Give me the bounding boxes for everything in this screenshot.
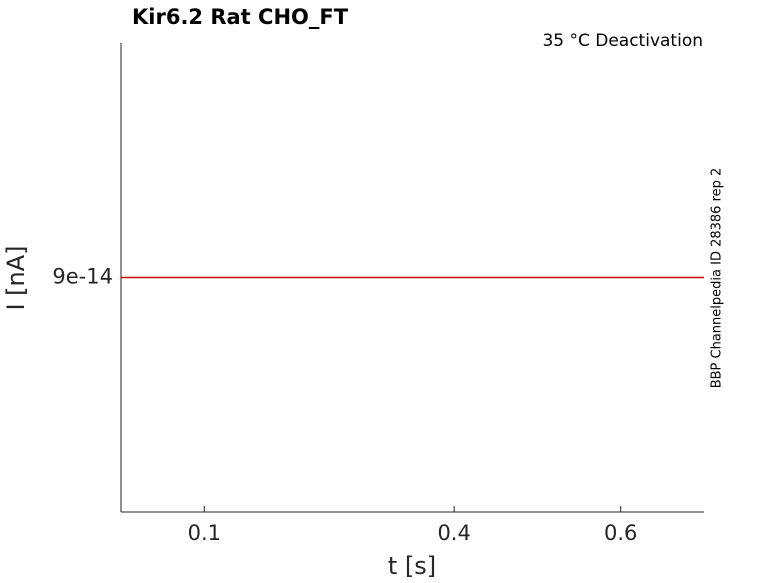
- side-note: BBP Channelpedia ID 28386 rep 2: [710, 168, 725, 389]
- x-tick-label: 0.6: [604, 521, 637, 545]
- chart-title: Kir6.2 Rat CHO_FT: [132, 5, 349, 29]
- x-axis-label: t [s]: [388, 552, 436, 580]
- x-tick-label: 0.4: [437, 521, 470, 545]
- y-tick-label: 9e-14: [52, 265, 113, 289]
- chart-subtitle: 35 °C Deactivation: [542, 31, 703, 51]
- y-axis-label: I [nA]: [2, 245, 30, 310]
- x-tick-label: 0.1: [188, 521, 221, 545]
